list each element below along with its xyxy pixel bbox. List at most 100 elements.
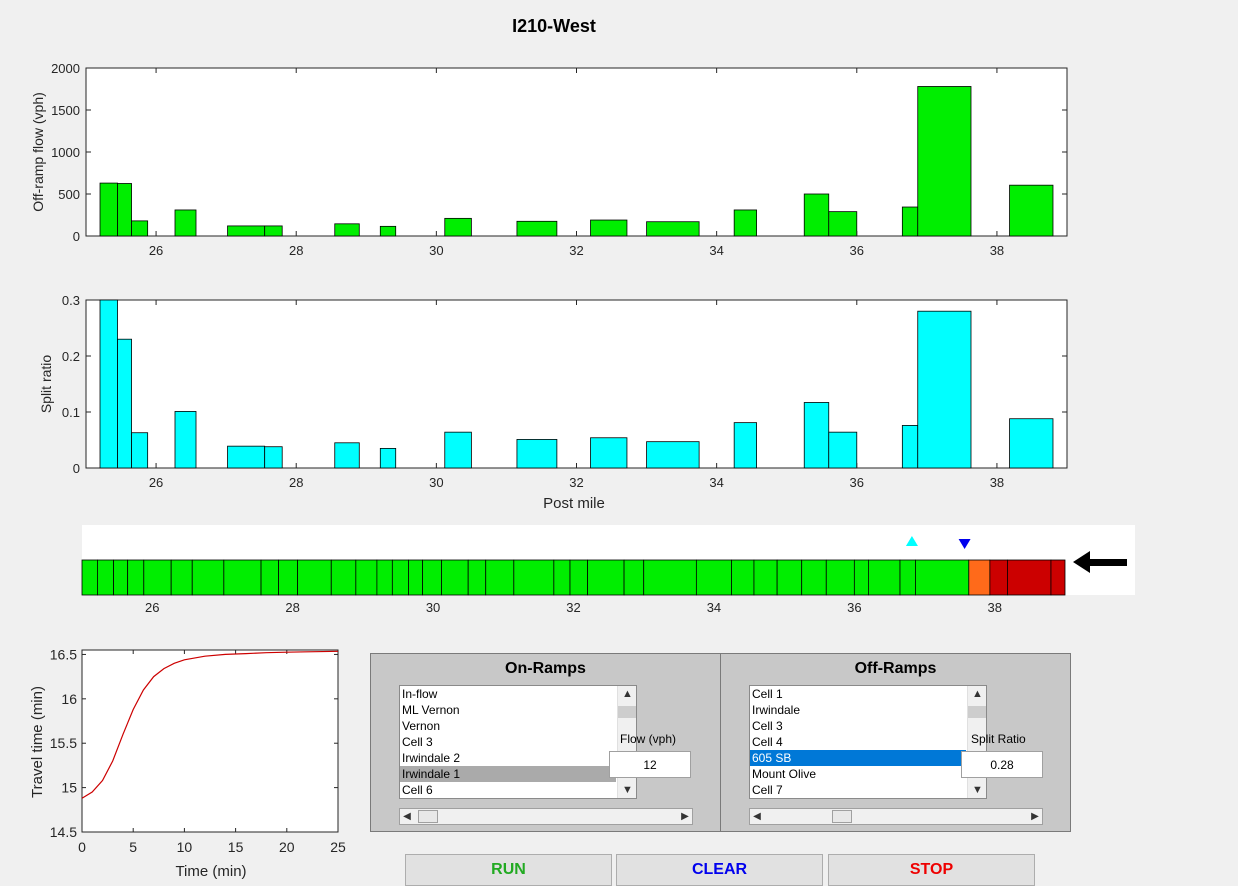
- offramps-vscroll-thumb[interactable]: [968, 706, 986, 718]
- list-item[interactable]: 605 SB: [750, 750, 966, 766]
- list-item[interactable]: Cell 3: [402, 735, 433, 749]
- list-item[interactable]: Mount Olive: [752, 767, 817, 781]
- onramps-hscroll[interactable]: ◀ ▶: [399, 808, 693, 825]
- cell-10: [297, 559, 332, 596]
- scroll-left-icon[interactable]: ◀: [753, 811, 761, 822]
- bar-0-13: [803, 193, 830, 237]
- scroll-up-icon[interactable]: ▲: [972, 688, 983, 700]
- bar-0-6: [334, 223, 360, 237]
- list-item[interactable]: Irwindale: [752, 703, 801, 717]
- flow-ylabel: Off-ramp flow (vph): [30, 92, 46, 212]
- list-item[interactable]: Cell 1: [752, 687, 783, 701]
- x-tick-label: 15: [228, 839, 244, 855]
- scroll-left-icon[interactable]: ◀: [403, 811, 411, 822]
- cell-x-tick-label: 28: [285, 600, 299, 615]
- travel-ticks: 0 5 10 15 20 25 14.5 15 15.5 16 16.5: [50, 646, 346, 855]
- flow-input[interactable]: [609, 751, 691, 778]
- offramp-marker-icon: [958, 539, 971, 549]
- cell-32: [853, 559, 869, 596]
- stop-button[interactable]: STOP: [828, 854, 1035, 886]
- scroll-right-icon[interactable]: ▶: [681, 811, 689, 822]
- cell-36: [968, 559, 991, 596]
- cell-18: [467, 559, 487, 596]
- cell-0: [81, 559, 98, 596]
- bar-0-0: [99, 182, 118, 237]
- cell-2: [113, 559, 129, 596]
- offramps-hscroll-thumb[interactable]: [832, 810, 852, 823]
- list-item[interactable]: Cell 7: [752, 783, 783, 797]
- cell-x-tick-label: 26: [145, 600, 159, 615]
- cell-6: [191, 559, 225, 596]
- x-tick-label: 30: [429, 243, 443, 258]
- cell-28: [753, 559, 778, 596]
- cell-x-tick-label: 30: [426, 600, 440, 615]
- bar-1-12: [733, 422, 757, 469]
- x-tick-label: 36: [850, 243, 864, 258]
- list-item[interactable]: Irwindale 1: [400, 766, 616, 782]
- y-tick-label: 16: [61, 691, 77, 707]
- cell-x-tick-label: 32: [566, 600, 580, 615]
- x-tick-label: 30: [429, 475, 443, 490]
- scroll-down-icon[interactable]: ▼: [972, 784, 983, 796]
- onramps-hscroll-thumb[interactable]: [418, 810, 438, 823]
- cell-13: [376, 559, 393, 596]
- bar-0-12: [733, 209, 757, 237]
- cell-29: [776, 559, 803, 596]
- onramps-panel: On-Ramps In-flow ML Vernon Vernon Cell 3 Irw…: [370, 653, 721, 832]
- x-tick-label: 5: [129, 839, 137, 855]
- bar-1-17: [1009, 418, 1054, 469]
- cell-34: [899, 559, 916, 596]
- cell-38: [1007, 559, 1052, 596]
- list-item[interactable]: In-flow: [402, 687, 438, 701]
- list-item[interactable]: Irwindale 2: [402, 751, 461, 765]
- bar-1-2: [131, 432, 149, 469]
- cell-16: [422, 559, 442, 596]
- cell-11: [330, 559, 357, 596]
- cell-14: [391, 559, 409, 596]
- y-tick-label: 0: [73, 461, 80, 476]
- x-tick-label: 32: [569, 243, 583, 258]
- run-button[interactable]: RUN: [405, 854, 612, 886]
- bar-1-7: [379, 447, 397, 469]
- bar-0-9: [516, 220, 558, 237]
- cell-x-tick-label: 38: [988, 600, 1002, 615]
- x-tick-label: 25: [330, 839, 346, 855]
- clear-button[interactable]: CLEAR: [616, 854, 823, 886]
- scroll-right-icon[interactable]: ▶: [1031, 811, 1039, 822]
- cell-33: [868, 559, 901, 596]
- bar-1-0: [99, 299, 118, 469]
- list-item[interactable]: Cell 3: [752, 719, 783, 733]
- y-tick-label: 0.3: [62, 293, 80, 308]
- flow-ticks: 26 28 30 32 34 36 38 0 500 1000 1500 2000: [51, 61, 1067, 258]
- offramps-listbox[interactable]: Cell 1 Irwindale Cell 3 Cell 4 605 SB Mount O…: [749, 685, 987, 799]
- bar-1-14: [828, 431, 858, 469]
- x-tick-label: 38: [990, 475, 1004, 490]
- split-ratio-input[interactable]: [961, 751, 1043, 778]
- onramps-title: On-Ramps: [505, 660, 586, 677]
- cell-26: [695, 559, 732, 596]
- x-tick-label: 34: [709, 475, 723, 490]
- list-item[interactable]: Vernon: [402, 719, 441, 733]
- offramps-hscroll[interactable]: ◀ ▶: [749, 808, 1043, 825]
- onramps-vscroll-thumb[interactable]: [618, 706, 636, 718]
- cell-4: [143, 559, 172, 596]
- cell-strip-ticks: 26 28 30 32 34 36 38: [145, 600, 1002, 615]
- scroll-up-icon[interactable]: ▲: [622, 688, 633, 700]
- y-tick-label: 14.5: [50, 824, 77, 840]
- bar-1-1: [117, 338, 132, 469]
- flow-bars: [99, 86, 1054, 237]
- bar-1-8: [444, 431, 472, 469]
- list-item[interactable]: Cell 4: [752, 735, 783, 749]
- cell-24: [623, 559, 645, 596]
- y-tick-label: 0: [73, 229, 80, 244]
- cell-7: [223, 559, 262, 596]
- list-item[interactable]: Cell 6: [402, 783, 433, 797]
- cell-15: [408, 559, 423, 596]
- list-item[interactable]: ML Vernon: [402, 703, 460, 717]
- offramps-title: Off-Ramps: [854, 660, 937, 677]
- scroll-down-icon[interactable]: ▼: [622, 784, 633, 796]
- bar-0-17: [1009, 184, 1054, 237]
